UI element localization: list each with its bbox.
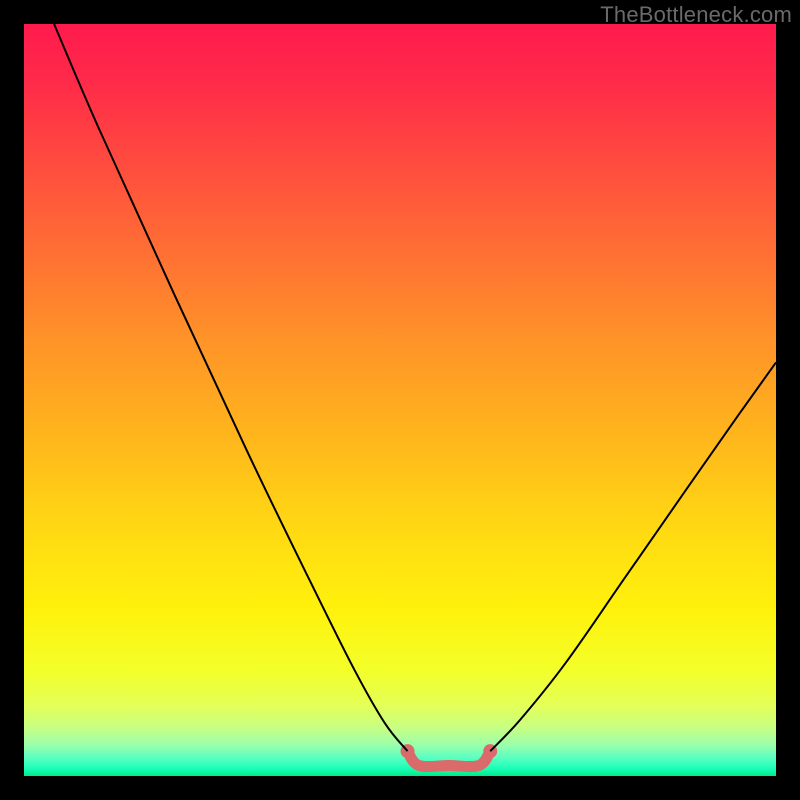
bottleneck-curve bbox=[24, 24, 776, 776]
outer-frame: TheBottleneck.com bbox=[0, 0, 800, 800]
curve-left-branch bbox=[54, 24, 407, 751]
curve-right-branch bbox=[490, 362, 776, 751]
plot-area bbox=[24, 24, 776, 776]
optimal-zone-band bbox=[408, 751, 491, 766]
